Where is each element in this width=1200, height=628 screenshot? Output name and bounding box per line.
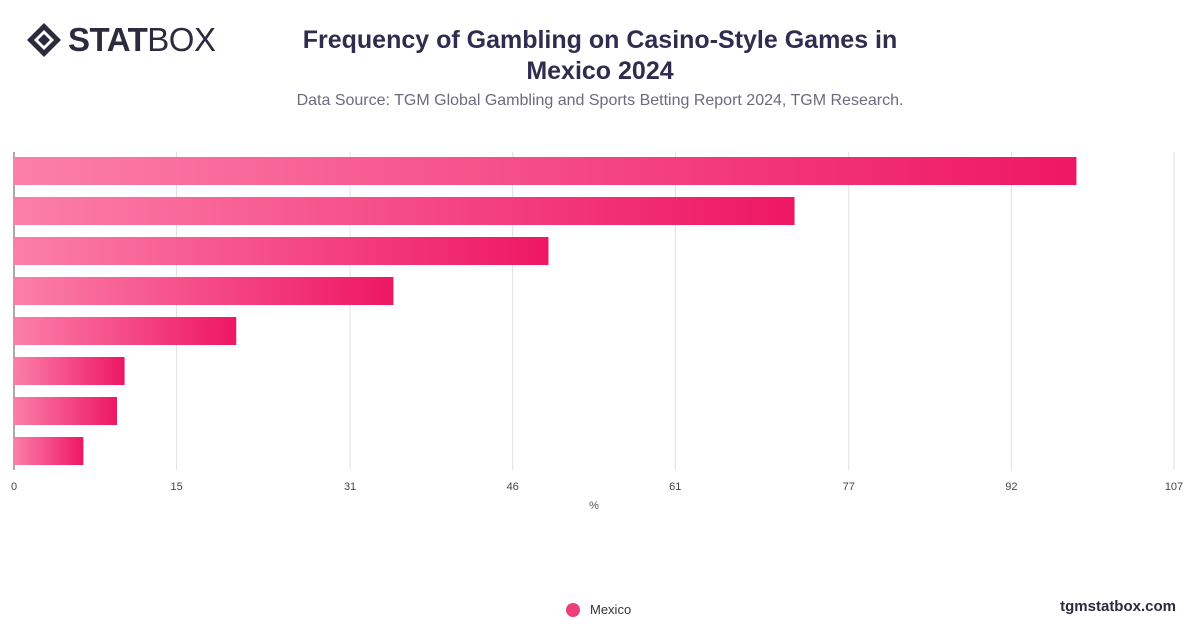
x-tick-label: 0 xyxy=(11,481,17,493)
bar[interactable] xyxy=(14,357,125,385)
legend-marker xyxy=(566,602,580,617)
statbox-logo: STATBOX xyxy=(26,21,216,58)
bar-chart: 0 15 31 46 61 77 92 107 % xyxy=(11,152,1183,512)
x-tick-label: 77 xyxy=(843,481,855,493)
bar[interactable] xyxy=(14,397,117,425)
logo-text: STATBOX xyxy=(68,21,216,58)
x-tick-label: 31 xyxy=(344,481,356,493)
bar[interactable] xyxy=(14,237,549,265)
logo-text-light: BOX xyxy=(147,21,216,58)
x-tick-label: 15 xyxy=(170,481,182,493)
bars xyxy=(14,157,1077,465)
x-axis-title: % xyxy=(589,500,599,512)
chart-title: Frequency of Gambling on Casino-Style Ga… xyxy=(302,26,898,85)
chart-subtitle: Data Source: TGM Global Gambling and Spo… xyxy=(296,92,904,109)
bar[interactable] xyxy=(14,157,1077,185)
legend-label: Mexico xyxy=(590,602,632,617)
x-tick-label: 46 xyxy=(507,481,519,493)
x-tick-label: 92 xyxy=(1005,481,1017,493)
x-tick-label: 61 xyxy=(669,481,681,493)
x-axis-ticks: 0 15 31 46 61 77 92 107 xyxy=(11,481,1183,493)
x-tick-label: 107 xyxy=(1165,481,1183,493)
bar[interactable] xyxy=(14,197,795,225)
legend[interactable]: Mexico xyxy=(566,602,631,617)
bar[interactable] xyxy=(14,437,84,465)
bar[interactable] xyxy=(14,317,237,345)
bar[interactable] xyxy=(14,277,394,305)
logo-text-bold: STAT xyxy=(68,21,148,58)
statbox-diamond-icon xyxy=(27,23,61,57)
footer-site[interactable]: tgmstatbox.com xyxy=(1060,598,1176,615)
